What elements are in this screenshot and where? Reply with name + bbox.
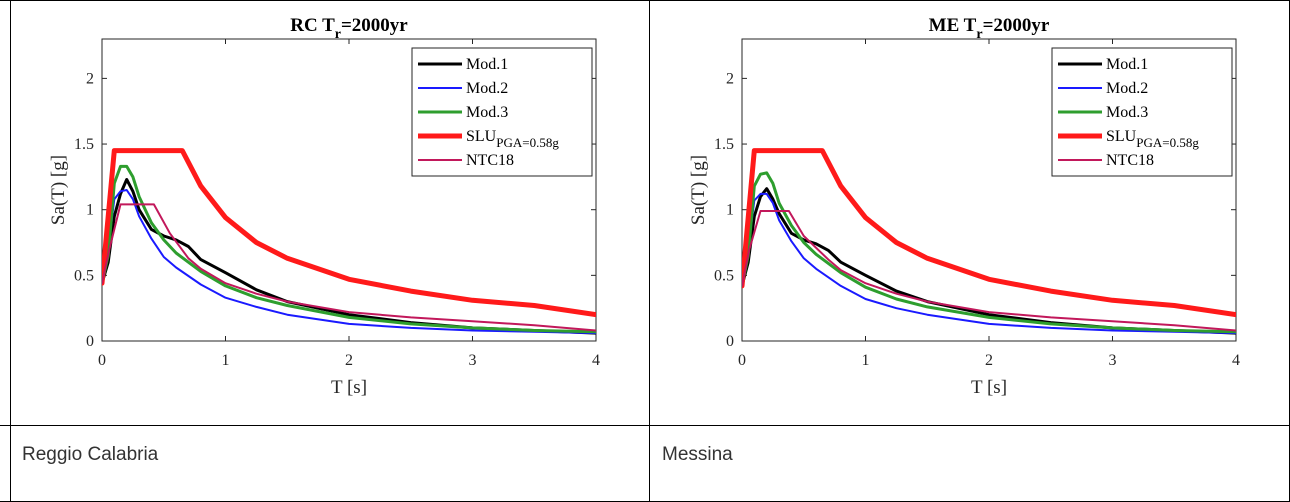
x-tick-label: 2 <box>985 352 993 369</box>
legend-name: NTC18 <box>1106 152 1154 169</box>
chart-title: RC Tr=2000yr <box>290 15 408 42</box>
chart-title: ME Tr=2000yr <box>929 15 1050 42</box>
table-border-left <box>10 0 11 502</box>
legend-label: Mod.1 <box>466 56 508 73</box>
y-tick-label: 0.5 <box>714 267 734 284</box>
legend-name: SLU <box>466 128 497 145</box>
legend-label: SLUPGA=0.58g <box>466 128 559 150</box>
legend-name: Mod.2 <box>1106 80 1148 97</box>
x-axis-label: T [s] <box>331 377 367 398</box>
legend-label: Mod.1 <box>1106 56 1148 73</box>
legend-name: Mod.3 <box>1106 104 1148 121</box>
x-tick-label: 3 <box>469 352 477 369</box>
title-main: ME T <box>929 15 977 36</box>
table-col-divider <box>649 0 650 502</box>
legend-label: NTC18 <box>466 152 514 169</box>
legend-name: Mod.1 <box>466 56 508 73</box>
legend-label: Mod.2 <box>466 80 508 97</box>
x-tick-label: 1 <box>862 352 870 369</box>
legend-label: Mod.3 <box>466 104 508 121</box>
y-tick-label: 0 <box>726 333 734 350</box>
legend-label: SLUPGA=0.58g <box>1106 128 1199 150</box>
series-line-mod3 <box>102 164 596 334</box>
legend-name: Mod.1 <box>1106 56 1148 73</box>
table-border-top <box>0 0 1290 1</box>
series-line-mod1 <box>742 187 1236 335</box>
x-tick-label: 4 <box>592 352 600 369</box>
y-tick-label: 1 <box>726 202 734 219</box>
y-tick-label: 1 <box>86 202 94 219</box>
legend-label: NTC18 <box>1106 152 1154 169</box>
title-tail: =2000yr <box>983 15 1050 36</box>
x-axis-label: T [s] <box>971 377 1007 398</box>
y-axis-label: Sa(T) [g] <box>688 155 709 225</box>
legend-name: Mod.3 <box>466 104 508 121</box>
legend-name: SLU <box>1106 128 1137 145</box>
chart-messina: ME Tr=2000yr 0 1 2 3 4 0 0.5 1 1.5 2 T [s] Sa(T) [g]… <box>688 15 1240 398</box>
x-tick-label: 4 <box>1232 352 1240 369</box>
x-tick-label: 0 <box>738 352 746 369</box>
y-tick-label: 1.5 <box>74 136 94 153</box>
series-group <box>742 148 1236 335</box>
series-line-slu <box>102 148 596 318</box>
title-sub: r <box>976 27 982 42</box>
y-tick-label: 0 <box>86 333 94 350</box>
series-group <box>102 148 596 335</box>
y-tick-label: 0.5 <box>74 267 94 284</box>
table-row-divider <box>0 425 1290 426</box>
title-sub: r <box>335 27 341 42</box>
x-tick-label: 3 <box>1109 352 1117 369</box>
y-tick-label: 1.5 <box>714 136 734 153</box>
y-tick-label: 2 <box>726 70 734 87</box>
series-line-mod2 <box>102 189 596 335</box>
caption-reggio-calabria: Reggio Calabria <box>22 444 159 465</box>
series-line-mod1 <box>102 178 596 335</box>
legend-name: Mod.2 <box>466 80 508 97</box>
y-tick-label: 2 <box>86 70 94 87</box>
title-tail: =2000yr <box>341 15 408 36</box>
x-tick-label: 1 <box>222 352 230 369</box>
title-main: RC T <box>290 15 335 36</box>
legend-sub: PGA=0.58g <box>496 135 559 150</box>
y-axis-label: Sa(T) [g] <box>48 155 69 225</box>
caption-messina: Messina <box>662 444 733 465</box>
series-line-mod2 <box>742 192 1236 335</box>
x-tick-label: 2 <box>345 352 353 369</box>
x-tick-label: 0 <box>98 352 106 369</box>
chart-reggio-calabria: RC Tr=2000yr 0 1 2 3 4 0 0.5 1 1.5 2 T [s] Sa(T) [g]… <box>48 15 600 398</box>
series-line-ntc18 <box>742 210 1236 332</box>
series-line-slu <box>742 148 1236 318</box>
legend-label: Mod.2 <box>1106 80 1148 97</box>
series-line-mod3 <box>742 171 1236 334</box>
series-line-ntc18 <box>102 203 596 332</box>
legend-name: NTC18 <box>466 152 514 169</box>
legend-label: Mod.3 <box>1106 104 1148 121</box>
legend-sub: PGA=0.58g <box>1136 135 1199 150</box>
